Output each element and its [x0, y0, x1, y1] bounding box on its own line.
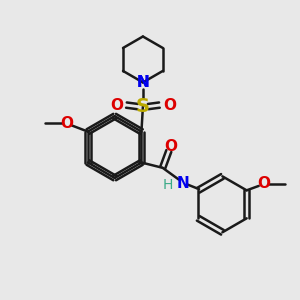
Text: O: O	[60, 116, 73, 131]
Text: O: O	[257, 176, 270, 191]
Text: O: O	[110, 98, 123, 112]
Text: N: N	[136, 75, 149, 90]
Text: S: S	[136, 97, 150, 116]
Text: O: O	[164, 139, 177, 154]
Text: H: H	[162, 178, 172, 193]
Text: O: O	[163, 98, 176, 112]
Text: N: N	[136, 75, 149, 90]
Text: N: N	[176, 176, 189, 190]
